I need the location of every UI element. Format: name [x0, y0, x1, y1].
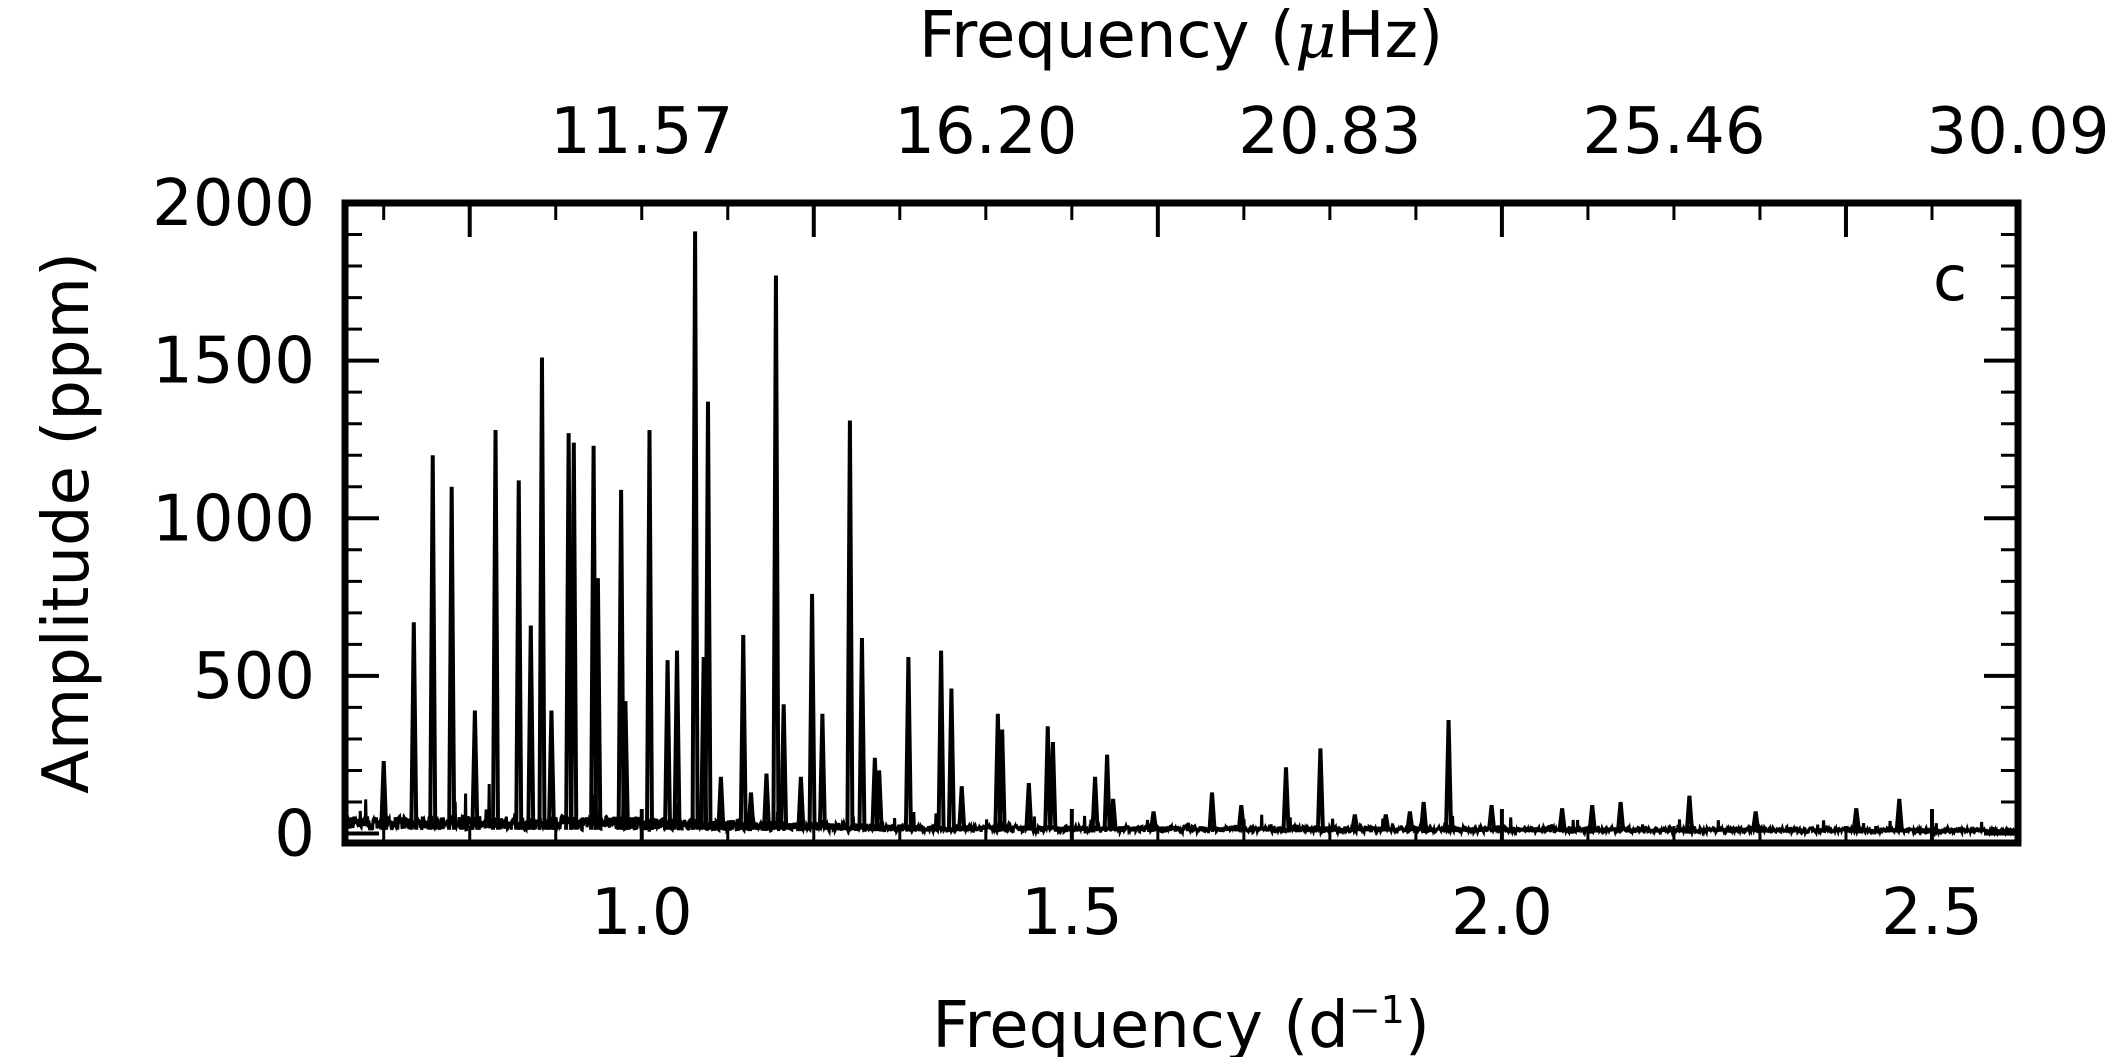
- spectrum-peak: [716, 776, 726, 830]
- spectrum-peak: [447, 486, 457, 830]
- spectrum-peak: [1616, 801, 1626, 830]
- y-tick-label: 2000: [152, 167, 315, 241]
- spectrum-peak: [771, 275, 781, 830]
- spectrum-peak: [857, 638, 867, 830]
- spectrum-peak: [379, 760, 389, 830]
- spectrum-peak: [1207, 792, 1217, 830]
- x-tick-label: 1.5: [1021, 876, 1123, 950]
- y-tick-label: 1000: [152, 482, 315, 556]
- spectrum-peak: [690, 231, 700, 830]
- spectrum-peak: [593, 578, 603, 830]
- panel-label: c: [1933, 242, 1967, 315]
- tick-labels: 0 500 1000 1500 2000 1.0 1.5 2.0 2.5 11.57 16.20 20…: [152, 95, 2109, 950]
- spectrum-peak: [738, 634, 748, 830]
- spectrum-peak: [946, 688, 956, 830]
- spectrum-peak: [470, 710, 480, 830]
- top-axis-title-post: Hz): [1336, 0, 1443, 73]
- spectrum-peak: [1048, 742, 1058, 830]
- spectrum-peak: [1444, 719, 1454, 830]
- spectrum-peak: [1405, 811, 1415, 831]
- spectrum-peak: [1090, 776, 1100, 830]
- spectrum-peak: [817, 713, 827, 830]
- spectrum-peak: [1557, 808, 1567, 830]
- spectrum-peak: [1350, 814, 1360, 831]
- spectrum-peak: [874, 770, 884, 830]
- x-tick-label: 1.0: [591, 876, 693, 950]
- spectrum-peak: [616, 489, 626, 830]
- spectrum-peak: [491, 429, 501, 830]
- spectrum-peak: [672, 650, 682, 830]
- spectrum-peak: [779, 704, 789, 830]
- spectrum-peak: [1315, 748, 1325, 830]
- spectrum-peak: [746, 792, 756, 830]
- spectrum-peak: [514, 480, 524, 830]
- spectrum-peak: [936, 650, 946, 830]
- spectrum-peak: [537, 357, 547, 830]
- top-tick-label: 25.46: [1582, 95, 1765, 169]
- spectrum-peak: [807, 593, 817, 830]
- spectrum-peak: [957, 786, 967, 830]
- spectrum-peak: [1281, 767, 1291, 830]
- spectrum-peak: [428, 455, 438, 830]
- spectrum-peak: [796, 776, 806, 830]
- top-axis-title-mu: μ: [1295, 0, 1337, 73]
- spectrum-peak: [526, 625, 536, 830]
- spectrum-peak: [1149, 811, 1159, 831]
- x-axis-title-main: Frequency (d: [932, 989, 1349, 1057]
- spectrum-peak: [1108, 798, 1118, 830]
- spectrum-peak: [1024, 782, 1034, 830]
- x-tick-label: 2.5: [1881, 876, 1983, 950]
- y-tick-label: 1500: [152, 325, 315, 399]
- x-tick-label: 2.0: [1451, 876, 1553, 950]
- spectrum-peak: [997, 729, 1007, 830]
- y-tick-label: 0: [274, 798, 315, 872]
- spectrum-peak: [569, 442, 579, 830]
- y-tick-label: 500: [193, 640, 315, 714]
- spectrum-peak: [620, 701, 630, 830]
- x-axis-title-sup: −1: [1349, 988, 1405, 1032]
- spectrum-peak: [1487, 804, 1497, 830]
- top-tick-label: 30.09: [1926, 95, 2109, 169]
- spectrum-peak: [1236, 804, 1246, 830]
- x-axis-title-close: ): [1405, 989, 1430, 1057]
- spectrum-peak: [1419, 801, 1429, 830]
- spectrum-peak: [1894, 798, 1904, 830]
- spectrum-peak: [663, 660, 673, 830]
- top-tick-label: 11.57: [550, 95, 733, 169]
- spectrum-peak: [845, 420, 855, 830]
- spectrum-peak: [546, 710, 556, 830]
- spectrum-peak: [1851, 808, 1861, 830]
- y-axis-title: Amplitude (ppm): [30, 252, 104, 794]
- spectrum-peak: [644, 429, 654, 830]
- spectrum-peak: [1684, 795, 1694, 830]
- spectrum-series: [344, 231, 2020, 839]
- spectrum-peak: [409, 622, 419, 830]
- spectrum-peak: [903, 656, 913, 830]
- spectrum-peak: [1751, 811, 1761, 831]
- spectrum-peak: [1102, 754, 1112, 830]
- top-axis-title-pre: Frequency (: [919, 0, 1295, 73]
- spectrum-peak: [761, 773, 771, 830]
- plot-frame: [341, 199, 2022, 847]
- spectrum-peak: [1381, 814, 1391, 831]
- top-tick-label: 20.83: [1238, 95, 1421, 169]
- spectrum-peak: [703, 401, 713, 830]
- top-axis-title: Frequency (μHz): [919, 0, 1443, 73]
- x-axis-title: Frequency (d−1): [932, 988, 1430, 1057]
- spectrum-peak: [1587, 804, 1597, 830]
- top-tick-label: 16.20: [894, 95, 1077, 169]
